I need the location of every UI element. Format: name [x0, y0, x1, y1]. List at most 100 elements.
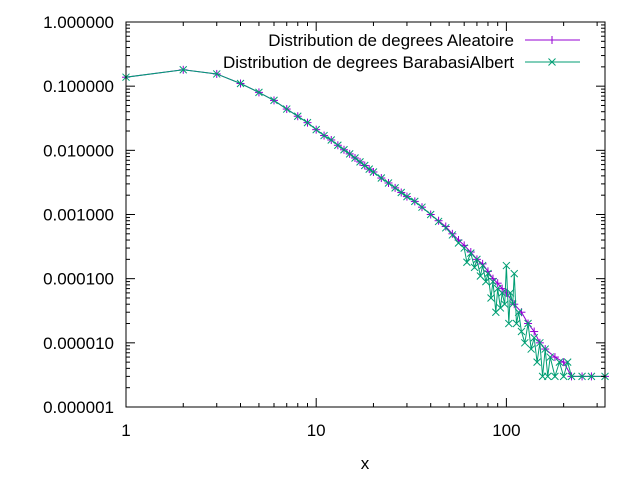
data-point	[384, 179, 393, 187]
data-point	[578, 372, 586, 381]
series-2	[122, 65, 609, 381]
data-point-b	[489, 277, 497, 286]
data-point	[365, 165, 374, 173]
data-point-b	[369, 168, 378, 176]
data-point	[351, 154, 359, 162]
data-point	[510, 269, 519, 278]
y-tick-label: 0.000100	[43, 270, 114, 289]
data-point-b	[563, 358, 572, 367]
data-point	[502, 288, 511, 297]
data-point-b	[255, 88, 263, 97]
data-point-b	[478, 261, 487, 270]
data-point-b	[340, 145, 348, 154]
data-point-b	[448, 231, 457, 239]
data-point-b	[482, 277, 490, 286]
data-point	[441, 222, 450, 231]
y-tick-label: 0.000010	[43, 334, 114, 353]
data-point	[514, 308, 523, 317]
data-point	[293, 112, 302, 121]
data-point-b	[397, 188, 406, 197]
data-point-b	[356, 158, 364, 166]
data-point-b	[320, 131, 328, 140]
legend-marker	[548, 36, 556, 44]
data-point-b	[454, 239, 463, 247]
data-point	[536, 338, 544, 347]
data-point	[320, 131, 328, 140]
x-axis-label: x	[361, 454, 370, 473]
series-line	[125, 69, 605, 377]
data-point	[282, 105, 291, 113]
y-tick-label: 0.100000	[43, 77, 114, 96]
data-point	[356, 158, 364, 166]
data-point	[403, 192, 411, 201]
data-point-b	[391, 184, 399, 192]
data-point-b	[506, 289, 515, 297]
data-point-b	[555, 358, 564, 367]
data-point-b	[410, 197, 419, 206]
data-point-b	[179, 65, 188, 74]
data-point	[524, 319, 532, 328]
data-point-b	[441, 223, 450, 232]
data-point	[506, 289, 515, 297]
data-point-b	[512, 319, 521, 328]
data-point	[504, 319, 513, 328]
data-point	[397, 188, 406, 197]
data-point-b	[460, 244, 469, 252]
data-point-b	[293, 112, 302, 121]
series-layer	[122, 65, 609, 381]
data-point-b	[541, 345, 550, 353]
data-point	[441, 223, 450, 232]
data-point-b	[559, 372, 568, 381]
data-point	[520, 338, 529, 347]
data-point	[377, 174, 386, 182]
data-point-b	[508, 300, 517, 309]
data-point	[360, 161, 369, 170]
data-point	[212, 70, 221, 78]
ticks-layer: 1.000000 0.100000 0.010000 0.001000 0.000100…	[43, 13, 605, 440]
legend-label: Distribution de degrees BarabasiAlbert	[223, 53, 514, 72]
data-point	[517, 327, 526, 336]
data-point-b	[377, 174, 386, 182]
data-point-b	[303, 118, 312, 127]
data-point	[546, 353, 555, 361]
data-point	[448, 231, 457, 239]
x-tick-label: 10	[307, 421, 326, 440]
data-point	[500, 300, 509, 309]
data-point-b	[384, 179, 393, 187]
data-point-b	[500, 300, 509, 309]
data-point	[255, 88, 263, 97]
data-point	[410, 197, 419, 206]
data-point	[555, 358, 564, 367]
data-point	[482, 277, 490, 286]
data-point	[510, 300, 519, 309]
data-point-b	[403, 192, 411, 201]
data-point	[559, 372, 568, 381]
data-point-b	[473, 255, 481, 264]
data-point-b	[426, 210, 435, 219]
series-1	[122, 65, 609, 381]
data-point	[179, 65, 188, 74]
data-point	[460, 244, 469, 252]
data-point	[303, 118, 312, 127]
data-point	[541, 345, 550, 353]
data-point-b	[510, 269, 519, 278]
data-point	[312, 125, 321, 134]
data-point-b	[524, 319, 532, 328]
data-point	[369, 168, 378, 176]
data-point	[563, 358, 572, 367]
y-tick-label: 0.000001	[43, 398, 114, 417]
data-point-b	[466, 249, 475, 257]
data-point	[448, 229, 457, 238]
data-point-b	[504, 319, 513, 328]
data-point	[478, 261, 487, 270]
data-point-b	[476, 272, 485, 280]
data-point-b	[520, 338, 529, 347]
data-point-b	[212, 70, 221, 78]
data-point	[434, 217, 443, 226]
data-point-b	[527, 345, 536, 353]
data-point	[487, 294, 495, 302]
data-point	[391, 184, 399, 192]
data-point-b	[487, 294, 495, 302]
data-point-b	[551, 372, 559, 381]
legend-marker-b	[548, 58, 556, 66]
